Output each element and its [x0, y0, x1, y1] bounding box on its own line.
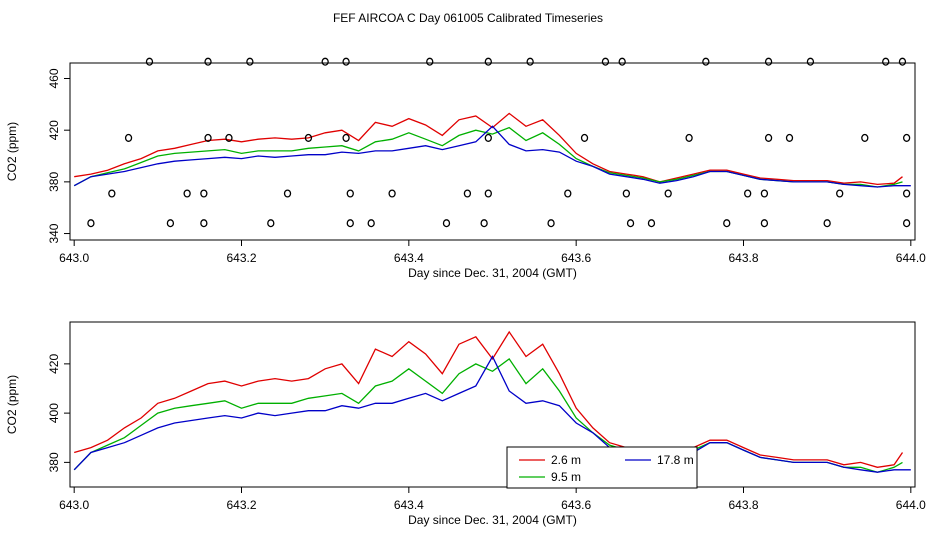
- flag-point: [367, 219, 375, 228]
- flag-point: [823, 219, 831, 228]
- flag-point: [124, 133, 133, 142]
- flag-point: [87, 219, 95, 228]
- flag-point: [388, 189, 396, 198]
- bottom-panel: 643.0 643.2 643.4 643.6 643.8 644.0 380 400 420 D…: [5, 321, 926, 527]
- flag-point: [744, 189, 752, 198]
- y-tick-label: 380: [47, 452, 61, 472]
- flag-point: [484, 133, 492, 142]
- flag-point: [484, 189, 492, 198]
- x-axis-label: Day since Dec. 31, 2004 (GMT): [408, 266, 577, 280]
- x-tick-label: 643.2: [226, 498, 256, 512]
- chart-title: FEF AIRCOA C Day 061005 Calibrated Times…: [333, 11, 603, 25]
- plot-frame: [69, 62, 916, 241]
- flag-point: [346, 189, 354, 198]
- series-group: [73, 330, 911, 473]
- y-tick-label: 380: [47, 172, 61, 192]
- flag-point: [204, 57, 212, 66]
- y-tick-label: 460: [47, 68, 61, 88]
- flag-point: [685, 133, 693, 142]
- flag-point: [622, 189, 631, 198]
- flag-point: [760, 219, 769, 228]
- flag-point: [702, 57, 710, 66]
- flag-point: [601, 57, 610, 66]
- y-axis-label: CO2 (ppm): [5, 375, 19, 434]
- flag-point: [225, 133, 233, 142]
- flag-point: [304, 133, 313, 142]
- flag-point: [836, 189, 844, 198]
- flag-point: [626, 219, 635, 228]
- series-line-178m: [73, 125, 911, 188]
- top-panel: 643.0 643.2 643.4 643.6 643.8 644.0 340 380 420 4…: [5, 57, 926, 280]
- series-line-26m: [74, 112, 903, 186]
- flag-point: [760, 189, 769, 198]
- flag-point: [764, 57, 773, 66]
- y-tick-label: 420: [47, 120, 61, 140]
- x-tick-label: 643.6: [561, 498, 591, 512]
- flag-point: [861, 133, 869, 142]
- flag-point: [342, 57, 350, 66]
- flag-point: [902, 219, 911, 228]
- flag-point: [267, 219, 275, 228]
- flag-point: [547, 219, 555, 228]
- flag-point: [200, 219, 208, 228]
- x-tick-label: 643.8: [728, 498, 758, 512]
- series-line-95m: [73, 357, 903, 473]
- x-tick-label: 643.8: [728, 251, 758, 265]
- flag-point: [785, 133, 794, 142]
- flag-point: [806, 57, 815, 66]
- flag-point: [664, 189, 672, 198]
- legend-label: 17.8 m: [657, 453, 694, 467]
- x-axis-label: Day since Dec. 31, 2004 (GMT): [408, 513, 577, 527]
- flag-point: [342, 133, 350, 142]
- flag-point: [183, 189, 191, 198]
- flag-point: [246, 57, 254, 66]
- flag-point: [882, 57, 890, 66]
- legend-label: 2.6 m: [551, 453, 581, 467]
- y-tick-label: 340: [47, 223, 61, 243]
- flag-point: [647, 219, 656, 228]
- flag-point: [346, 219, 354, 228]
- plot-frame: [69, 321, 916, 488]
- x-tick-label: 644.0: [896, 498, 926, 512]
- flag-point: [426, 57, 434, 66]
- x-tick-label: 643.0: [59, 251, 89, 265]
- flag-point: [902, 189, 911, 198]
- x-tick-label: 643.0: [59, 498, 89, 512]
- flag-point: [526, 57, 534, 66]
- flag-point: [898, 57, 907, 66]
- flag-point: [723, 219, 731, 228]
- series-line-26m: [74, 330, 904, 468]
- flag-point: [580, 133, 589, 142]
- flag-point: [321, 57, 329, 66]
- x-tick-label: 643.4: [394, 498, 424, 512]
- flag-point: [166, 219, 175, 228]
- flag-point: [463, 189, 472, 198]
- flag-point: [204, 133, 212, 142]
- series-line-178m: [73, 355, 911, 473]
- flag-point: [283, 189, 292, 198]
- flag-point: [902, 133, 911, 142]
- x-tick-label: 643.6: [561, 251, 591, 265]
- flag-point: [764, 133, 773, 142]
- x-tick-label: 643.2: [226, 251, 256, 265]
- y-tick-label: 420: [47, 354, 61, 374]
- flag-point: [480, 219, 488, 228]
- y-axis-label: CO2 (ppm): [5, 122, 19, 181]
- y-tick-label: 400: [47, 403, 61, 423]
- x-tick-label: 644.0: [896, 251, 926, 265]
- series-line-95m: [73, 126, 903, 188]
- flag-point: [145, 57, 154, 66]
- series-group: [73, 112, 911, 188]
- legend-box: [506, 446, 698, 489]
- flag-point: [442, 219, 451, 228]
- flag-point: [618, 57, 626, 66]
- flag-point: [200, 189, 208, 198]
- legend-label: 9.5 m: [551, 470, 581, 484]
- flag-point: [484, 57, 492, 66]
- x-tick-label: 643.4: [394, 251, 424, 265]
- flag-point: [108, 189, 116, 198]
- flag-point: [564, 189, 572, 198]
